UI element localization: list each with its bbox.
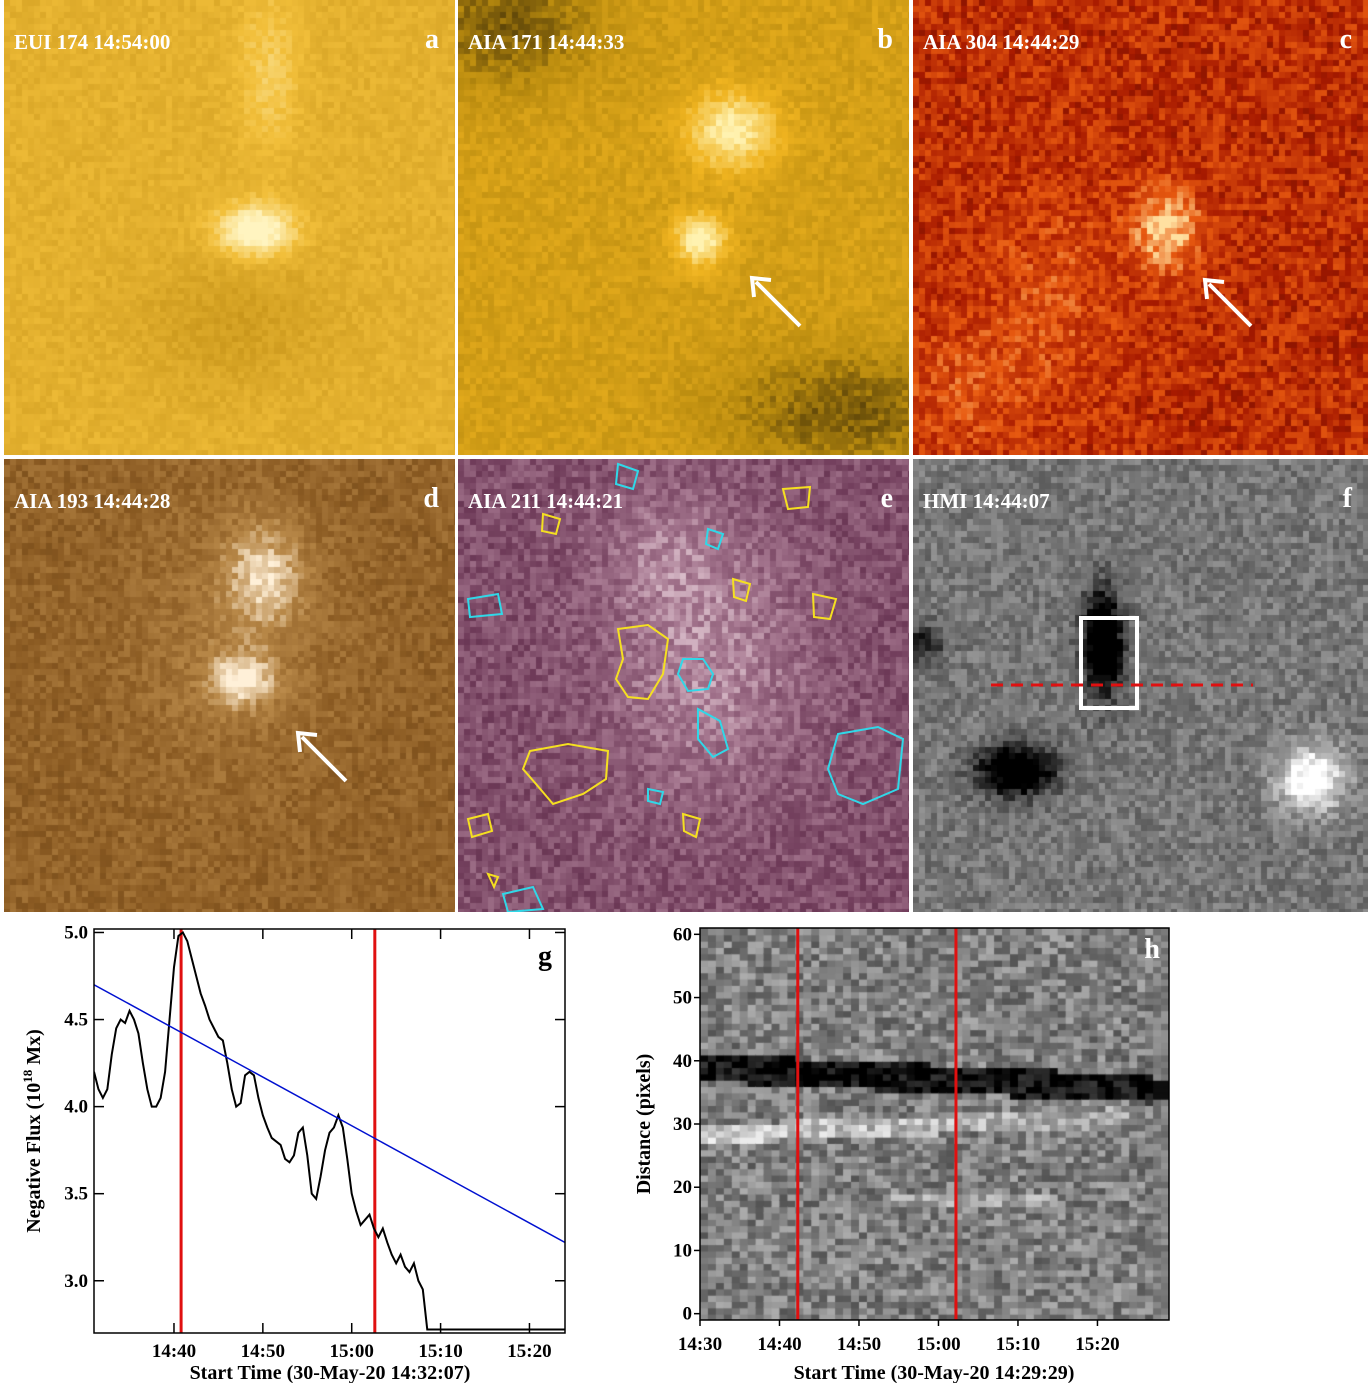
- panel-b: AIA 171 14:44:33 b: [458, 0, 909, 455]
- g-fit-line: [94, 984, 565, 1244]
- panel-c: AIA 304 14:44:29 c: [913, 0, 1368, 455]
- h-xtick-label-3: 15:00: [916, 1334, 960, 1355]
- h-vlines: [796, 928, 958, 1320]
- h-ytick-label-0: 0: [683, 1304, 693, 1325]
- panel-f-letter: f: [1342, 483, 1352, 514]
- g-ytick-label-1: 3.5: [64, 1184, 88, 1205]
- h-ytick-label-2: 20: [673, 1177, 692, 1198]
- roi-box: [1079, 616, 1139, 710]
- h-ylabel: Distance (pixels): [633, 1054, 655, 1195]
- panel-e: AIA 211 14:44:21 e: [458, 459, 909, 912]
- h-xtick-label-0: 14:30: [678, 1334, 722, 1355]
- chart-g: 14:40 14:50 15:00 15:10 15:20 3.0 3.5 4.0 4.5 5.0…: [20, 922, 566, 1383]
- g-xtick-label-1: 14:50: [241, 1341, 285, 1362]
- panel-b-title: AIA 171 14:44:33: [468, 30, 625, 54]
- panel-d-letter: d: [423, 483, 439, 514]
- g-ylabel-main: Negative Flux (10: [23, 1083, 45, 1233]
- g-vlines: [179, 929, 377, 1333]
- h-xtick-label-4: 15:10: [996, 1334, 1040, 1355]
- h-letter: h: [1144, 934, 1160, 965]
- h-ticks: 14:30 14:40 14:50 15:00 15:10 15:20 0 10 20 30 40 5…: [673, 924, 1120, 1355]
- panel-e-title: AIA 211 14:44:21: [468, 489, 624, 513]
- h-ytick-label-4: 40: [673, 1051, 692, 1072]
- panel-h: [700, 928, 1169, 1320]
- panel-f-title: HMI 14:44:07: [923, 489, 1050, 513]
- panel-d-title: AIA 193 14:44:28: [14, 489, 171, 513]
- image-c: [913, 0, 1368, 455]
- g-flux-line: [94, 930, 565, 1331]
- arrow-c: [1202, 277, 1253, 328]
- arrow-b: [749, 275, 802, 328]
- panel-b-letter: b: [877, 24, 893, 55]
- panel-d: AIA 193 14:44:28 d: [4, 459, 455, 912]
- g-ytick-label-0: 3.0: [64, 1271, 88, 1292]
- arrow-d: [295, 730, 348, 783]
- overlay-f: [991, 616, 1253, 710]
- g-letter: g: [538, 941, 552, 972]
- panel-a-letter: a: [425, 24, 439, 55]
- h-xlabel: Start Time (30-May-20 14:29:29): [794, 1362, 1075, 1383]
- image-b: [458, 0, 909, 455]
- g-plot-area: [94, 929, 565, 1333]
- panel-f: HMI 14:44:07 f: [913, 459, 1368, 912]
- h-xtick-label-2: 14:50: [837, 1334, 881, 1355]
- h-frame: [699, 927, 1170, 1321]
- contours-e: [466, 462, 905, 912]
- g-ticks: 14:40 14:50 15:00 15:10 15:20 3.0 3.5 4.0 4.5 5.0: [64, 922, 565, 1362]
- h-ytick-label-6: 60: [673, 924, 692, 945]
- g-xlabel: Start Time (30-May-20 14:32:07): [190, 1362, 471, 1383]
- panel-c-letter: c: [1339, 24, 1352, 55]
- g-ylabel: Negative Flux (1018 Mx): [20, 1029, 45, 1233]
- g-xtick-label-3: 15:10: [418, 1341, 462, 1362]
- chart-h: 14:30 14:40 14:50 15:00 15:10 15:20 0 10 20 30 40 5…: [633, 924, 1170, 1383]
- image-h: [700, 928, 1169, 1320]
- h-xtick-label-1: 14:40: [757, 1334, 801, 1355]
- g-frame: [93, 928, 566, 1334]
- image-e: [458, 459, 909, 912]
- h-xtick-label-5: 15:20: [1075, 1334, 1119, 1355]
- g-ytick-label-4: 5.0: [64, 922, 88, 943]
- g-xtick-label-2: 15:00: [330, 1341, 374, 1362]
- panel-e-letter: e: [880, 483, 893, 514]
- panel-a-title: EUI 174 14:54:00: [14, 30, 171, 54]
- panel-a: EUI 174 14:54:00 a: [4, 0, 455, 455]
- h-ytick-label-5: 50: [673, 988, 692, 1009]
- panel-c-title: AIA 304 14:44:29: [923, 30, 1080, 54]
- g-xtick-label-0: 14:40: [152, 1341, 196, 1362]
- g-ylabel-end: Mx): [23, 1029, 45, 1070]
- g-ytick-label-2: 4.0: [64, 1097, 88, 1118]
- g-ytick-label-3: 4.5: [64, 1010, 88, 1031]
- g-ylabel-sup: 18: [20, 1069, 35, 1083]
- image-d: [4, 459, 455, 912]
- g-xtick-label-4: 15:20: [507, 1341, 551, 1362]
- h-ytick-label-1: 10: [673, 1240, 692, 1261]
- g-series: [94, 930, 565, 1331]
- image-a: [4, 0, 455, 455]
- h-ytick-label-3: 30: [673, 1114, 692, 1135]
